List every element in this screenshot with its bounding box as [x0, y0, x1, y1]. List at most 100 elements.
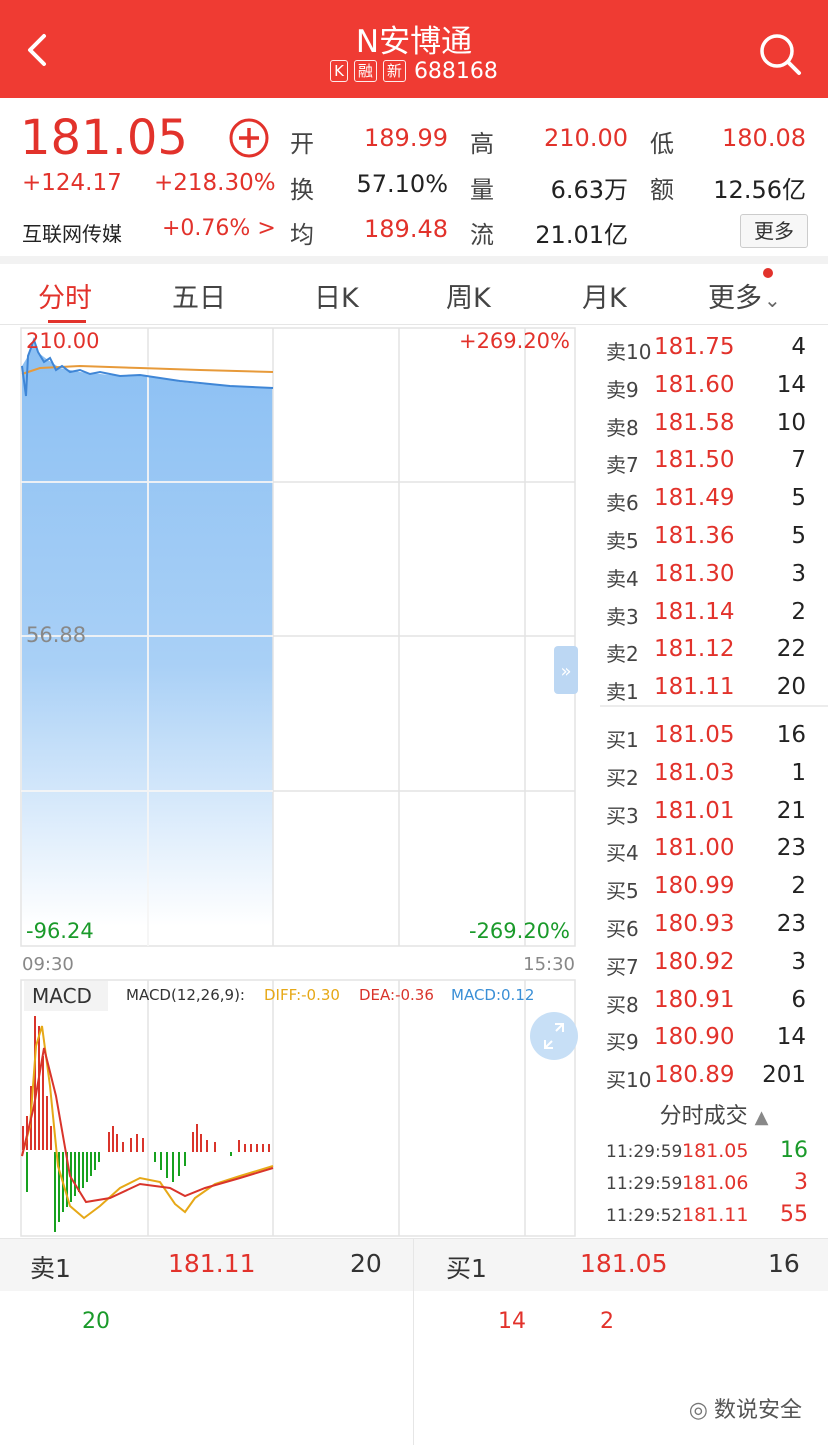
section-divider	[0, 256, 828, 264]
trade-volume: 3	[794, 1170, 808, 1195]
tab-monthly-k[interactable]: 月K	[582, 283, 627, 314]
bottom-bid-vol: 16	[768, 1249, 800, 1278]
tab-daily-k[interactable]: 日K	[314, 283, 359, 314]
level-label: 买2	[606, 765, 639, 790]
tab-more[interactable]: 更多 ⌄	[708, 276, 781, 315]
level-label: 卖6	[606, 491, 639, 516]
ask-row[interactable]: 卖2 181.12 22	[600, 632, 828, 670]
macd-tab-label: MACD	[32, 984, 92, 1008]
level-label: 买9	[606, 1030, 639, 1055]
chart-tabs: 分时 五日 日K 周K 月K 更多 ⌄	[0, 264, 828, 325]
double-chevron-icon: »	[560, 661, 571, 682]
bid-row[interactable]: 买3 181.01 21	[600, 794, 828, 832]
bottom-ask-vol: 20	[350, 1249, 382, 1278]
level-price: 181.00	[654, 835, 735, 862]
ask-row[interactable]: 卖9 181.60 14	[600, 368, 828, 406]
macd-dea: DEA:-0.36	[359, 986, 434, 1004]
bottom-bid-sub2: 2	[600, 1309, 614, 1334]
level-price: 181.75	[654, 334, 735, 360]
level-price: 181.11	[654, 674, 735, 701]
bid-row[interactable]: 买1 181.05 16	[600, 718, 828, 756]
bid-row[interactable]: 买10 180.89 201	[600, 1058, 828, 1096]
level-volume: 14	[776, 1024, 806, 1051]
bid-row[interactable]: 买2 181.03 1	[600, 756, 828, 794]
price-change: +124.17	[22, 170, 122, 196]
level-label: 买10	[606, 1068, 652, 1093]
ask-row[interactable]: 卖8 181.58 10	[600, 406, 828, 444]
trade-time: 11:29:59	[606, 1142, 683, 1162]
trade-price: 181.05	[682, 1140, 749, 1162]
level-volume: 16	[776, 722, 806, 748]
bottom-ask-label: 卖1	[30, 1254, 71, 1283]
high-value: 210.00	[544, 124, 628, 152]
avg-price-line	[21, 364, 274, 375]
top-bar: N安博通 K 融新 688168	[0, 0, 828, 98]
ask-row[interactable]: 卖4 181.30 3	[600, 557, 828, 595]
open-value: 189.99	[364, 124, 448, 152]
chevron-down-icon: ⌄	[764, 288, 781, 312]
time-end-label: 15:30	[523, 954, 575, 975]
trades-title[interactable]: 分时成交 ▲	[600, 1098, 828, 1130]
ask-row[interactable]: 卖7 181.50 7	[600, 443, 828, 481]
search-icon[interactable]	[758, 32, 802, 76]
ask-row[interactable]: 卖6 181.49 5	[600, 481, 828, 519]
level-volume: 23	[776, 835, 806, 862]
pct-top-label: +269.20%	[459, 329, 570, 353]
level-price: 181.36	[654, 523, 735, 549]
bid-row[interactable]: 买5 180.99 2	[600, 869, 828, 907]
back-icon[interactable]	[18, 30, 58, 70]
bid-row[interactable]: 买9 180.90 14	[600, 1020, 828, 1058]
level-label: 卖7	[606, 453, 639, 478]
float-label: 流	[470, 221, 494, 249]
bottom-ask-price: 181.11	[168, 1249, 256, 1278]
trades-title-label: 分时成交	[659, 1104, 748, 1129]
level-volume: 7	[791, 447, 806, 474]
level-price: 181.05	[654, 722, 735, 748]
level-label: 买4	[606, 841, 639, 866]
ask-row[interactable]: 卖1 181.11 20	[600, 670, 828, 708]
level-volume: 10	[776, 409, 806, 436]
level-price: 180.89	[654, 1062, 735, 1089]
bid-row[interactable]: 买7 180.92 3	[600, 945, 828, 983]
bid-row[interactable]: 买6 180.93 23	[600, 907, 828, 945]
level-label: 买6	[606, 917, 639, 941]
level-label: 买7	[606, 954, 639, 979]
add-watchlist-icon[interactable]	[228, 117, 270, 159]
bid-row[interactable]: 买4 181.00 23	[600, 831, 828, 869]
intraday-chart[interactable]: 210.00 56.88 -96.24 +269.20% -269.20% 09…	[0, 326, 578, 1238]
ask-row[interactable]: 卖5 181.36 5	[600, 519, 828, 557]
stock-subtitle: K 融新 688168	[0, 59, 828, 84]
ask-row[interactable]: 卖3 181.14 2	[600, 595, 828, 633]
high-label: 高	[470, 130, 494, 158]
sector-change[interactable]: +0.76% >	[162, 216, 276, 241]
low-value: 180.08	[722, 124, 806, 152]
level-volume: 20	[776, 674, 806, 701]
wechat-icon: ◎	[688, 1398, 708, 1423]
more-button[interactable]: 更多	[740, 214, 808, 248]
tab-weekly-k[interactable]: 周K	[446, 283, 491, 314]
y-top-label: 210.00	[26, 329, 99, 353]
level-label: 卖10	[606, 340, 652, 364]
level-label: 卖3	[606, 604, 639, 629]
bid-row[interactable]: 买8 180.91 6	[600, 983, 828, 1021]
watermark: ◎ 数说安全	[689, 1392, 802, 1424]
fullscreen-icon	[530, 1012, 578, 1060]
level-volume: 5	[791, 523, 806, 549]
level-volume: 3	[791, 948, 806, 975]
trade-price: 181.06	[682, 1172, 749, 1194]
macd-diff: DIFF:-0.30	[264, 986, 340, 1004]
level-price: 181.58	[654, 409, 735, 436]
tab-intraday[interactable]: 分时	[38, 283, 92, 314]
sector-name[interactable]: 互联网传媒	[22, 222, 122, 246]
level-label: 买5	[606, 879, 639, 904]
level-price: 181.12	[654, 636, 735, 663]
ask-row[interactable]: 卖10 181.75 4	[600, 330, 828, 368]
level-price: 181.30	[654, 560, 735, 587]
trade-price: 181.11	[682, 1204, 749, 1226]
tab-five-day[interactable]: 五日	[172, 283, 226, 314]
macd-params: MACD(12,26,9):	[126, 986, 245, 1004]
level-price: 180.93	[654, 911, 735, 937]
time-start-label: 09:30	[22, 954, 74, 975]
triangle-up-icon: ▲	[754, 1107, 769, 1128]
order-book-divider	[600, 705, 828, 707]
